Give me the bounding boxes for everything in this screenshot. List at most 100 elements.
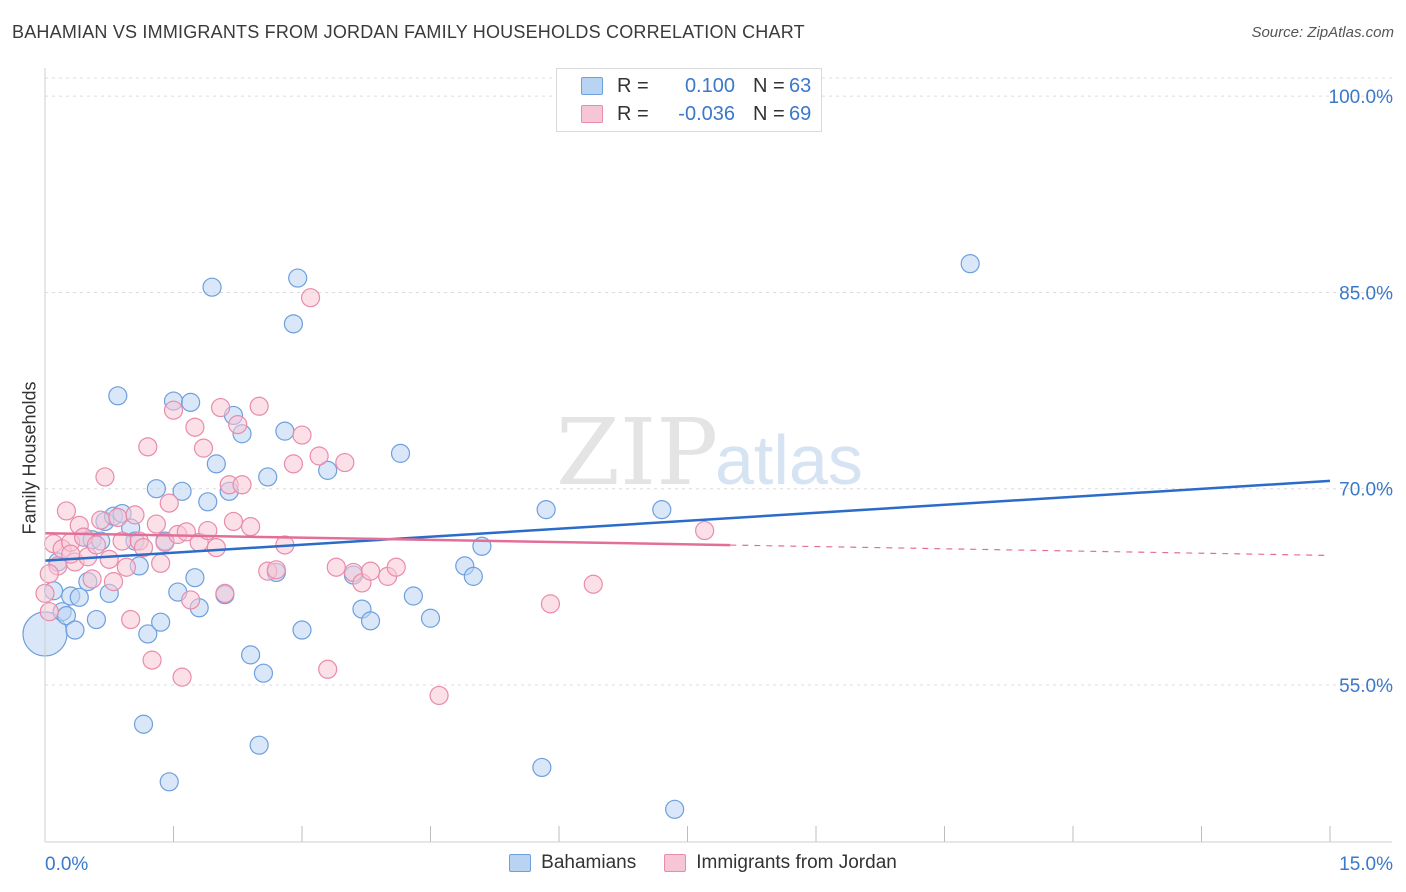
gridlines — [45, 77, 1392, 686]
data-point-jordan — [386, 557, 406, 577]
data-point-jordan — [181, 590, 201, 610]
data-point-bahamian — [665, 799, 685, 819]
data-point-jordan — [266, 560, 286, 580]
data-point-jordan — [429, 685, 449, 706]
data-point-jordan — [215, 583, 235, 603]
blue-swatch — [581, 77, 603, 95]
r-label: R = — [617, 102, 649, 125]
trend-line-jordan — [44, 531, 731, 547]
data-point-jordan — [142, 650, 162, 670]
data-point-bahamian — [652, 500, 672, 520]
data-point-bahamian — [133, 714, 154, 734]
data-point-jordan — [695, 520, 715, 541]
trend-line-bahamians — [44, 479, 1331, 562]
data-point-bahamian — [138, 624, 158, 644]
data-point-bahamian — [185, 568, 205, 588]
data-point-bahamian — [249, 735, 269, 755]
data-point-jordan — [91, 510, 111, 530]
r-value: 0.100 — [684, 74, 735, 97]
x-tick-label: 0.0% — [45, 854, 88, 875]
pink-swatch — [664, 854, 687, 872]
source-label: Source: ZipAtlas.com — [1251, 24, 1394, 41]
blue-swatch — [509, 854, 532, 872]
data-point-bahamian — [536, 500, 556, 520]
data-point-jordan — [232, 475, 252, 495]
stats-row-bahamians: R = 0.100 N = 63 — [581, 73, 811, 99]
data-point-jordan — [309, 446, 329, 466]
data-point-bahamian — [390, 443, 411, 463]
stats-row-jordan: R = -0.036 N = 69 — [581, 101, 811, 127]
data-point-jordan — [99, 549, 119, 569]
data-point-bahamian — [159, 772, 179, 792]
data-point-bahamian — [292, 620, 312, 640]
data-point-bahamian — [258, 467, 278, 487]
data-point-jordan — [206, 537, 226, 558]
data-point-jordan — [159, 493, 179, 513]
data-point-jordan — [116, 557, 136, 577]
data-point-jordan — [108, 507, 128, 528]
data-point-jordan — [138, 437, 158, 457]
watermark-zip: ZIP — [556, 399, 718, 506]
data-point-bahamian — [360, 611, 381, 631]
data-point-jordan — [326, 557, 346, 577]
data-point-jordan — [185, 417, 205, 437]
data-point-jordan — [228, 414, 248, 435]
data-point-bahamian — [181, 392, 201, 412]
data-point-jordan — [86, 535, 107, 555]
data-point-jordan — [360, 561, 381, 581]
data-point-jordan — [249, 396, 269, 416]
chart-title: BAHAMIAN VS IMMIGRANTS FROM JORDAN FAMIL… — [12, 22, 805, 42]
data-point-bahamian — [420, 608, 441, 628]
data-point-bahamian — [253, 663, 274, 683]
legend-label: Immigrants from Jordan — [696, 852, 897, 873]
data-point-bahamian — [108, 386, 128, 406]
data-point-jordan — [39, 602, 59, 622]
data-point-bahamian — [146, 479, 166, 499]
n-value: 69 — [789, 102, 812, 125]
y-axis-label: Family Households — [19, 381, 40, 535]
series-jordan — [35, 288, 715, 706]
watermark-atlas: atlas — [715, 421, 863, 499]
watermark: ZIP atlas — [556, 399, 863, 506]
data-point-jordan — [125, 505, 145, 525]
data-point-bahamian — [532, 757, 552, 778]
axes — [44, 68, 1392, 843]
data-point-jordan — [121, 609, 141, 630]
y-tick-label: 85.0% — [1339, 283, 1393, 304]
n-label: N = — [753, 74, 785, 97]
data-point-jordan — [540, 594, 561, 614]
pink-swatch — [581, 105, 603, 123]
data-point-bahamian — [198, 492, 218, 512]
data-point-jordan — [223, 511, 244, 532]
data-point-bahamian — [275, 421, 295, 441]
data-point-jordan — [318, 659, 338, 679]
y-tick-label: 70.0% — [1339, 480, 1393, 501]
data-point-bahamian — [288, 268, 308, 288]
data-point-jordan — [335, 452, 355, 473]
data-point-bahamian — [151, 612, 171, 632]
data-point-bahamian — [283, 314, 304, 334]
legend-item-bahamians[interactable]: Bahamians — [509, 852, 636, 874]
data-point-jordan — [283, 454, 304, 474]
data-point-bahamian — [172, 481, 192, 501]
legend-item-jordan[interactable]: Immigrants from Jordan — [664, 852, 897, 874]
data-point-jordan — [211, 397, 231, 418]
data-point-bahamian — [202, 277, 222, 297]
x-axis-tick-labels: 0.0% 15.0% — [45, 854, 1393, 875]
data-point-bahamian — [86, 609, 107, 630]
data-point-jordan — [151, 553, 171, 573]
data-point-bahamian — [69, 587, 89, 607]
data-point-jordan — [292, 425, 312, 445]
data-point-bahamian — [318, 460, 338, 480]
y-axis-tick-labels: 55.0% 70.0% 85.0% 100.0% — [1329, 87, 1394, 697]
data-point-jordan — [241, 517, 261, 537]
data-point-bahamian — [206, 454, 226, 474]
legend-label: Bahamians — [541, 852, 637, 873]
n-label: N = — [753, 102, 785, 125]
data-point-jordan — [95, 467, 115, 487]
data-point-jordan — [300, 288, 321, 308]
y-tick-label: 55.0% — [1339, 676, 1393, 697]
data-point-jordan — [133, 537, 154, 558]
data-point-jordan — [583, 574, 603, 594]
